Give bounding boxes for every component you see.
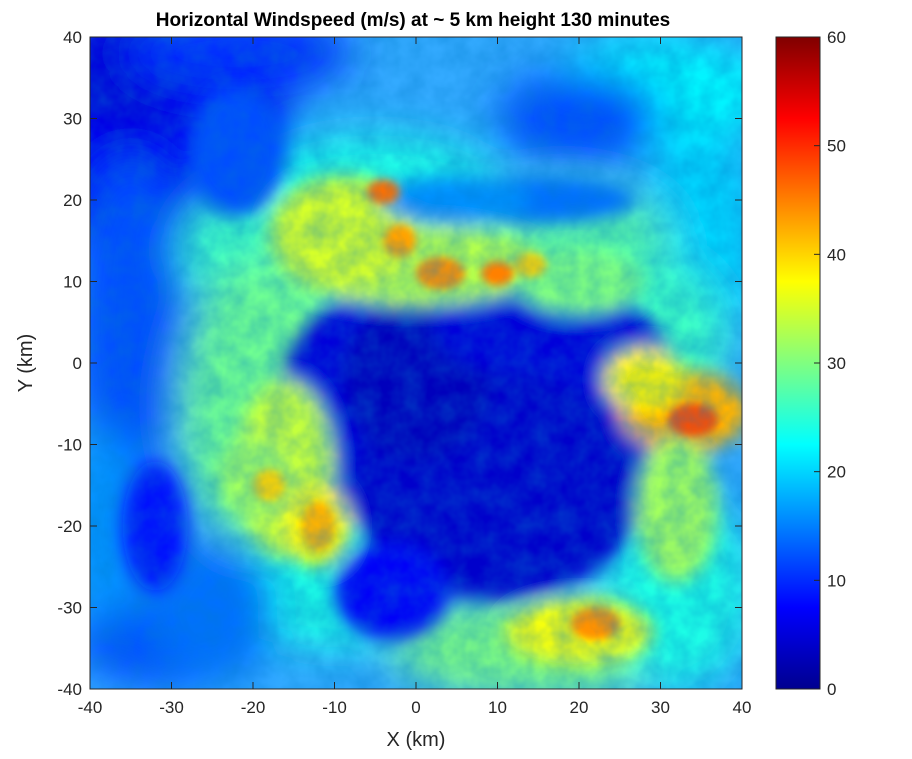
chart-title: Horizontal Windspeed (m/s) at ~ 5 km hei… xyxy=(156,10,671,31)
x-tick-label: -20 xyxy=(241,698,266,717)
x-tick-label: 10 xyxy=(488,698,507,717)
x-tick-label: 40 xyxy=(733,698,752,717)
y-tick-label: 0 xyxy=(73,354,82,373)
y-tick-label: 30 xyxy=(63,110,82,129)
heatmap-texture xyxy=(90,37,742,689)
colorbar-tick-label: 20 xyxy=(827,463,846,482)
y-tick-label: -20 xyxy=(57,517,82,536)
colorbar-tick-label: 30 xyxy=(827,354,846,373)
x-tick-label: -10 xyxy=(322,698,347,717)
y-axis: -40 -30 -20 -10 0 10 20 30 40 xyxy=(57,28,742,699)
y-tick-label: -10 xyxy=(57,436,82,455)
colorbar-axis: 0 10 20 30 40 50 60 xyxy=(814,28,846,699)
y-tick-label: -30 xyxy=(57,599,82,618)
plot-area xyxy=(90,37,742,689)
colorbar-tick-label: 40 xyxy=(827,245,846,264)
colorbar-tick-label: 50 xyxy=(827,137,846,156)
colorbar-tick-label: 0 xyxy=(827,680,836,699)
x-axis: -40 -30 -20 -10 0 10 20 30 40 xyxy=(78,37,752,717)
x-tick-label: -30 xyxy=(159,698,184,717)
y-tick-label: -40 xyxy=(57,680,82,699)
x-tick-label: 20 xyxy=(570,698,589,717)
colorbar-tick-label: 10 xyxy=(827,571,846,590)
colorbar-tick-label: 60 xyxy=(827,28,846,47)
x-axis-label: X (km) xyxy=(387,729,446,751)
x-tick-label: 30 xyxy=(651,698,670,717)
y-axis-label: Y (km) xyxy=(15,334,37,393)
y-tick-label: 10 xyxy=(63,273,82,292)
x-tick-label: -40 xyxy=(78,698,103,717)
y-tick-label: 20 xyxy=(63,191,82,210)
x-tick-label: 0 xyxy=(411,698,420,717)
colorbar xyxy=(775,36,821,690)
y-tick-label: 40 xyxy=(63,28,82,47)
